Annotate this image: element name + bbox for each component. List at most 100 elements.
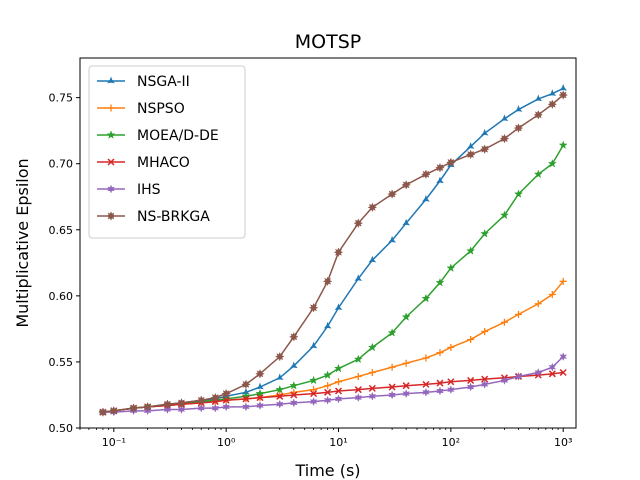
data-point [558, 90, 569, 100]
data-point [354, 274, 363, 281]
data-point [445, 157, 456, 168]
data-point [388, 383, 396, 391]
data-point [388, 363, 396, 371]
data-point [353, 218, 364, 229]
data-point [559, 277, 567, 285]
data-point [402, 218, 411, 226]
x-tick-label: 10² [442, 436, 460, 449]
data-point [500, 375, 509, 385]
y-tick-label: 0.75 [49, 92, 74, 105]
data-point [210, 392, 221, 403]
data-point [465, 149, 476, 160]
data-point [401, 312, 411, 321]
data-point [309, 341, 318, 349]
data-point [108, 405, 119, 416]
data-point [534, 94, 543, 102]
data-point [255, 368, 265, 379]
data-point [353, 354, 363, 364]
legend-label: NSGA-II [137, 74, 190, 90]
data-point [274, 351, 285, 362]
data-point [481, 328, 489, 336]
data-point [142, 401, 153, 412]
data-point [402, 359, 410, 367]
legend-entry-nsga-ii: NSGA-II [97, 74, 190, 90]
data-point [500, 318, 508, 326]
legend-entry-mhaco: MHACO [97, 155, 190, 171]
data-point [324, 382, 332, 390]
data-point [324, 388, 332, 396]
legend-label: IHS [137, 182, 161, 198]
data-point [368, 369, 376, 376]
data-point [309, 397, 318, 407]
x-tick-label: 10¹ [329, 436, 347, 449]
data-point [256, 382, 264, 390]
data-point [289, 361, 298, 369]
legend-entry-moea-d-de: MOEA/D-DE [97, 128, 219, 144]
data-point [334, 387, 343, 395]
data-point [422, 380, 430, 388]
data-point [435, 162, 445, 173]
legend-label: MHACO [137, 155, 190, 171]
y-tick-label: 0.65 [49, 224, 74, 237]
data-point [436, 386, 444, 396]
data-point [548, 370, 556, 378]
data-point [241, 379, 251, 390]
data-point [334, 303, 343, 310]
data-point [446, 263, 456, 272]
legend-marker [106, 130, 116, 139]
data-point [421, 293, 431, 303]
data-point [323, 370, 333, 379]
data-point [558, 140, 568, 150]
x-tick-label: 10³ [554, 436, 572, 449]
data-point [197, 403, 206, 413]
data-point [289, 398, 298, 408]
data-point [559, 368, 567, 377]
y-axis: 0.50 0.55 0.60 0.65 0.70 0.75 [49, 92, 80, 435]
data-point [422, 194, 430, 202]
data-point [242, 395, 250, 403]
legend-marker [107, 76, 115, 84]
x-tick-label: 10⁰ [217, 436, 236, 449]
data-point [446, 385, 455, 395]
data-point [309, 375, 319, 385]
series-ns-brkga [98, 90, 569, 418]
data-point [308, 302, 319, 313]
data-point [422, 387, 430, 397]
data-point [310, 390, 318, 398]
data-point [354, 393, 363, 403]
legend-box [88, 65, 246, 239]
legend-entry-ns-brkga: NS-BRKGA [97, 209, 210, 225]
data-point [548, 362, 557, 372]
data-point [401, 179, 412, 190]
data-point [480, 379, 489, 389]
legend-marker [106, 211, 116, 221]
data-point [368, 255, 377, 263]
data-point [275, 399, 284, 409]
data-point [163, 404, 172, 415]
data-point [500, 114, 509, 122]
legend-marker [107, 158, 115, 166]
series-layer [98, 83, 569, 418]
legend-marker [107, 104, 115, 112]
y-tick-label: 0.60 [49, 290, 74, 303]
y-tick-label: 0.50 [49, 422, 74, 435]
y-tick-label: 0.55 [49, 356, 74, 369]
data-point [222, 396, 230, 404]
data-point [436, 349, 444, 357]
data-point [514, 105, 523, 112]
data-point [177, 404, 186, 415]
series-ihs [99, 352, 568, 417]
data-point [422, 354, 430, 362]
data-point [334, 394, 343, 404]
data-point [481, 375, 489, 383]
legend-entry-ihs: IHS [97, 182, 161, 198]
data-point [289, 380, 299, 390]
data-point [548, 291, 556, 299]
data-point [547, 158, 557, 168]
data-point [534, 367, 543, 378]
data-point [354, 386, 362, 394]
data-point [98, 407, 108, 418]
data-point [196, 395, 207, 406]
data-point [368, 384, 376, 392]
